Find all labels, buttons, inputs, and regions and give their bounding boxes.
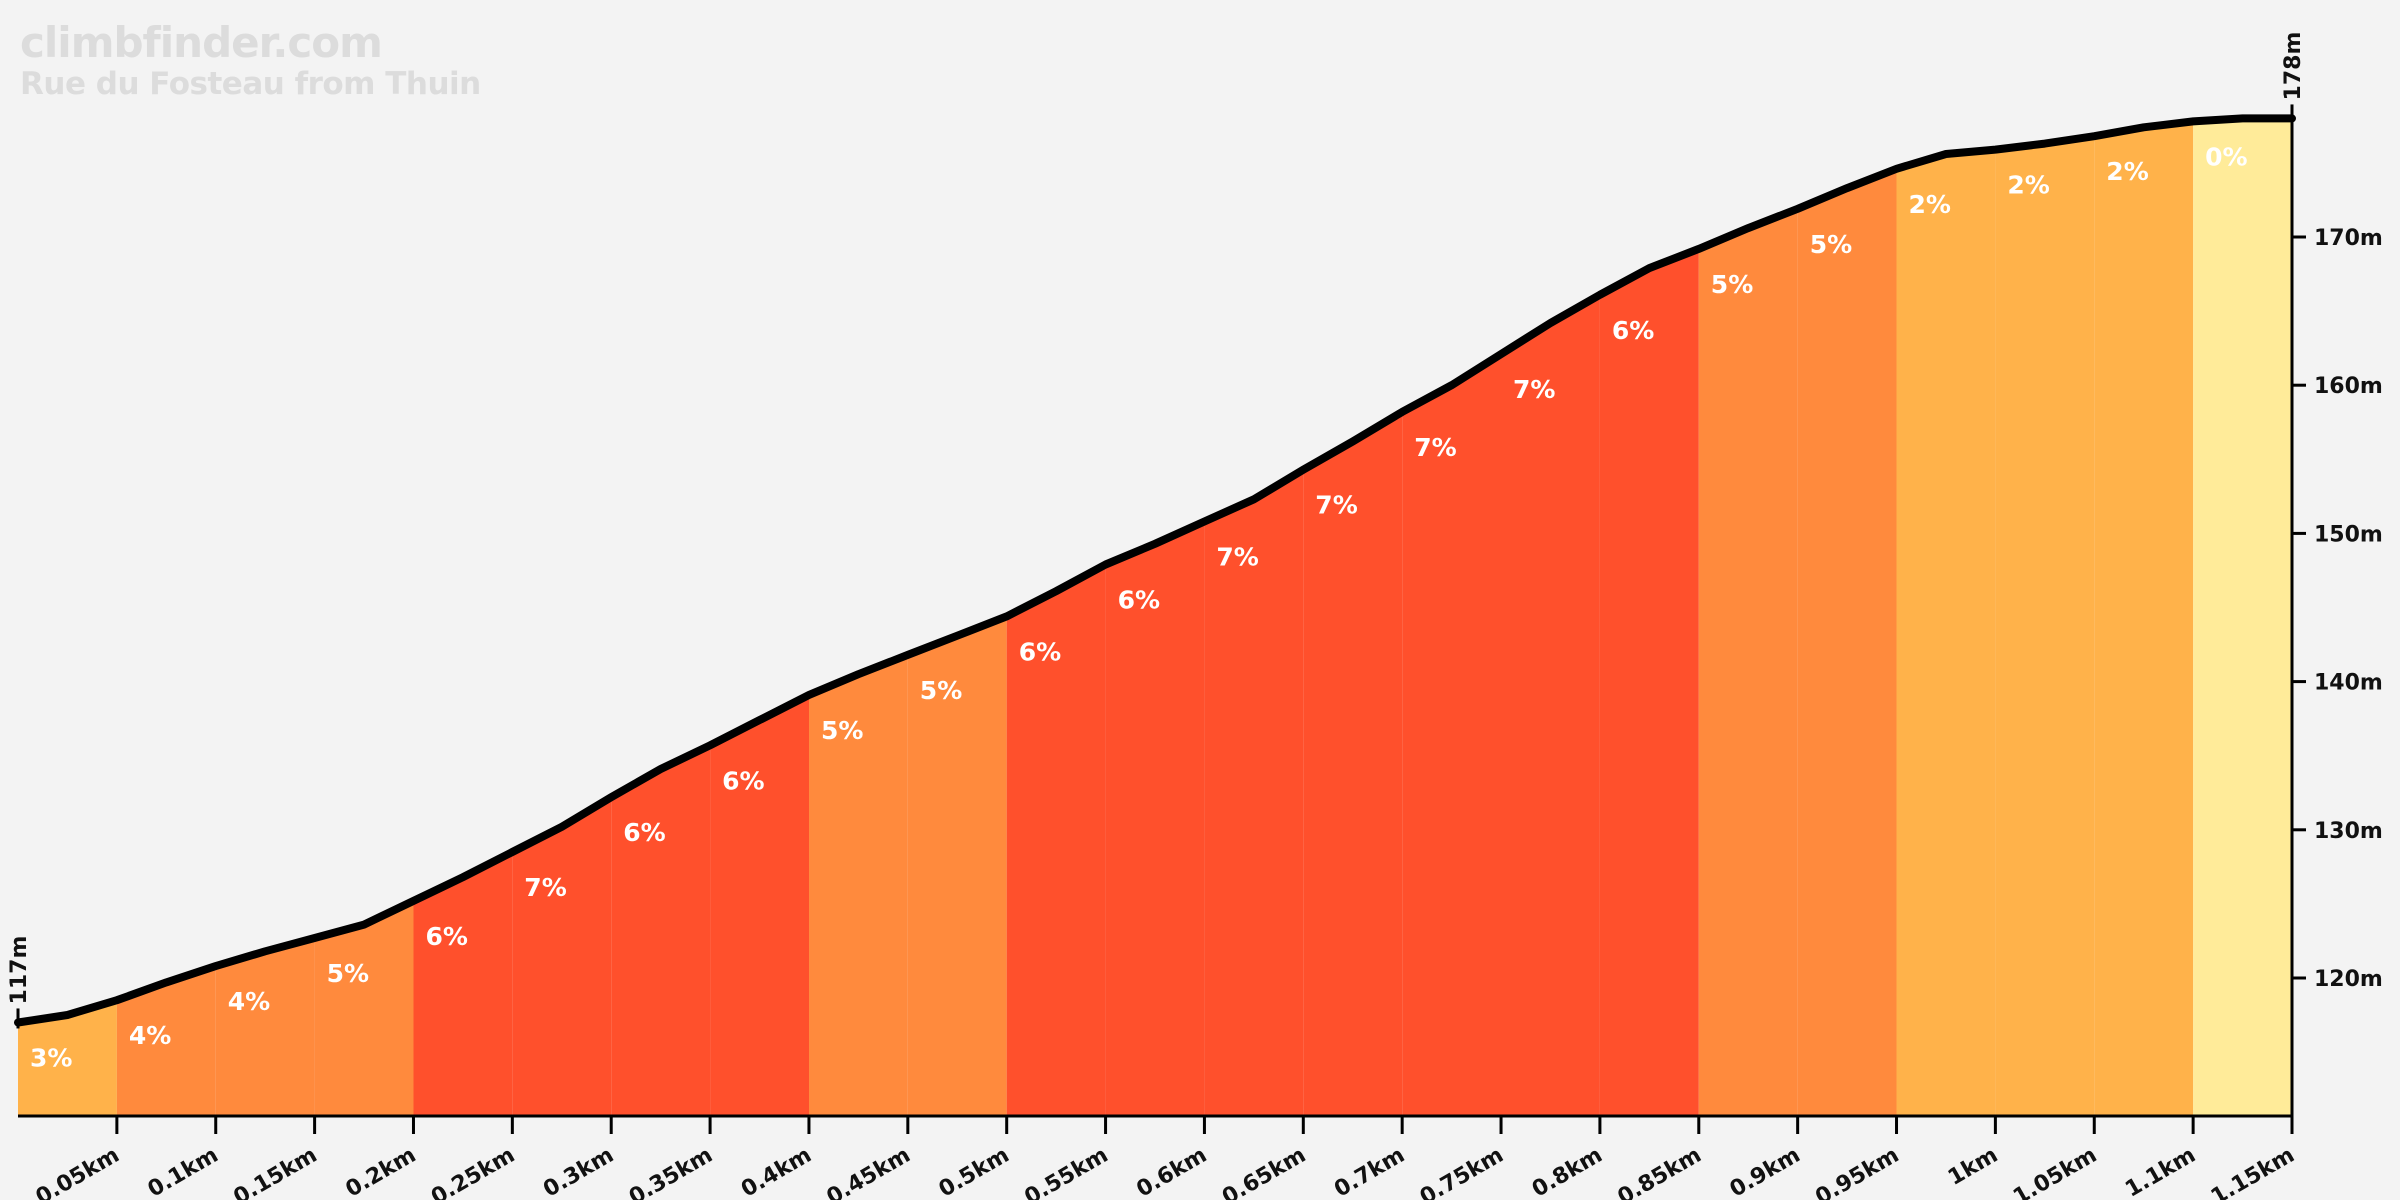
gradient-segment-2 [116,966,216,1116]
gradient-segment-20 [1896,149,1996,1117]
gradient-segment-4 [314,900,414,1116]
x-tick-label: 0.4km [737,1143,816,1200]
gradient-label-5: 6% [426,922,468,951]
gradient-label-7: 6% [623,818,665,847]
x-tick-label: 0.3km [539,1143,618,1200]
endpoint-labels: 117m 178m [7,32,2306,1029]
brand-watermark: climbfinder.com [20,18,383,67]
gradient-segment-10 [907,616,1007,1116]
gradient-label-16: 7% [1513,375,1555,404]
gradient-label-15: 7% [1414,433,1456,462]
gradient-segment-6 [512,797,612,1116]
gradient-label-14: 7% [1315,491,1357,520]
gradient-label-17: 6% [1612,316,1654,345]
x-tick-label: 0.2km [342,1143,421,1200]
y-tick-label: 150m [2314,522,2383,547]
elevation-profile-line [14,114,2296,1027]
y-tick-label: 130m [2314,819,2383,844]
gradient-segment-8 [710,694,809,1116]
x-tick-label: 0.8km [1528,1143,1607,1200]
x-tick-label: 0.95km [1811,1143,1903,1200]
gradient-segment-16 [1501,294,1600,1116]
x-tick-label: 0.05km [32,1143,124,1200]
gradient-label-12: 6% [1118,586,1160,615]
gradient-label-1: 3% [30,1044,72,1073]
x-tick-label: 0.5km [935,1143,1014,1200]
gradient-label-8: 6% [722,766,764,795]
gradient-segment-12 [1105,521,1205,1116]
x-tick-label: 1.1km [2121,1143,2200,1200]
gradient-label-13: 7% [1216,543,1258,572]
x-tick-label: 0.15km [229,1143,321,1200]
y-tick-label: 160m [2314,374,2383,399]
chart-title: Rue du Fosteau from Thuin [20,66,481,102]
x-tick-label: 1.05km [2009,1143,2101,1200]
gradient-label-4: 5% [327,959,369,988]
gradient-segment-13 [1204,469,1304,1116]
gradient-segment-22 [2094,121,2194,1116]
x-tick-label: 0.7km [1330,1143,1409,1200]
gradient-segment-1 [18,1000,117,1116]
gradient-label-23: 0% [2205,142,2247,171]
end-elevation-label: 178m [2281,32,2306,101]
x-tick-label: 0.1km [144,1143,223,1200]
x-tick-label: 0.55km [1020,1143,1112,1200]
gradient-label-6: 7% [524,873,566,902]
gradient-label-20: 2% [1909,190,1951,219]
gradient-labels: 3% 4% 4% 5% 6% 7% 6% 6% 5% 5% 6% 6% 7% 7% 7% 7% 6% 5% 5% 2%… [30,142,2248,1072]
gradient-label-19: 5% [1810,230,1852,259]
gradient-segment-5 [413,852,513,1116]
x-axis: 0.05km 0.1km 0.15km 0.2km 0.25km 0.3km 0.35km 0… [18,1114,2299,1200]
gradient-segment-9 [809,654,908,1116]
y-tick-label: 140m [2314,671,2383,696]
gradient-label-18: 5% [1711,270,1753,299]
gradient-label-22: 2% [2106,157,2148,186]
gradient-label-10: 5% [920,676,962,705]
x-tick-label: 1km [1944,1143,2002,1191]
x-tick-label: 0.6km [1133,1143,1212,1200]
x-tick-label: 0.65km [1218,1143,1310,1200]
gradient-segment-18 [1698,208,1798,1117]
gradient-segment-19 [1797,168,1897,1117]
gradient-segment-7 [611,745,711,1116]
x-tick-label: 0.45km [823,1143,915,1200]
start-elevation-label: 117m [7,936,32,1005]
gradient-segment-3 [215,938,315,1116]
y-tick-label: 120m [2314,967,2383,992]
x-tick-label: 0.35km [625,1143,717,1200]
gradient-label-9: 5% [821,716,863,745]
x-tick-label: 0.9km [1726,1143,1805,1200]
x-tick-label: 0.25km [427,1143,519,1200]
gradient-segment-17 [1599,248,1699,1116]
profile-line-group [14,114,2296,1027]
x-tick-label: 0.85km [1614,1143,1706,1200]
gradient-segment-14 [1303,411,1403,1116]
y-axis: 120m 130m 140m 150m 160m 170m [2290,118,2383,1116]
gradient-label-2: 4% [129,1021,171,1050]
x-tick-label: 1.15km [2207,1143,2299,1200]
gradient-label-3: 4% [228,987,270,1016]
y-tick-label: 170m [2314,226,2383,251]
gradient-segment-15 [1402,354,1501,1117]
gradient-segment-11 [1006,564,1106,1116]
gradient-segment-23 [2193,118,2292,1116]
gradient-segment-21 [1995,136,2095,1116]
gradient-label-21: 2% [2007,171,2049,200]
x-tick-label: 0.75km [1416,1143,1508,1200]
gradient-fills [18,118,2292,1117]
gradient-label-11: 6% [1019,637,1061,666]
